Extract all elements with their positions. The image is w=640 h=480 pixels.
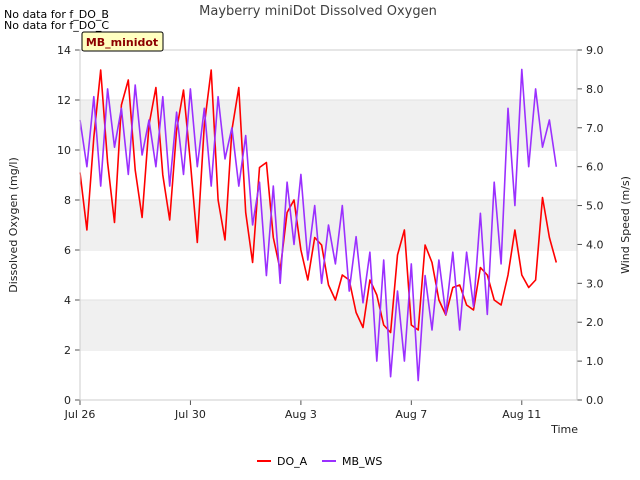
right-tick-label: 7.0 xyxy=(586,122,604,135)
left-tick-label: 8 xyxy=(64,194,71,207)
left-tick-label: 0 xyxy=(64,394,71,407)
right-tick-label: 8.0 xyxy=(586,83,604,96)
right-tick-label: 6.0 xyxy=(586,161,604,174)
site-badge-label: MB_minidot xyxy=(86,36,158,49)
x-axis-ticks: Jul 26 Jul 30 Aug 3 Aug 7 Aug 11 xyxy=(64,400,541,421)
x-tick-label: Jul 26 xyxy=(64,408,96,421)
left-tick-label: 10 xyxy=(57,144,71,157)
no-data-note-1: No data for f_DO_B xyxy=(4,8,109,21)
chart-title: Mayberry miniDot Dissolved Oxygen xyxy=(199,4,437,19)
grid-band xyxy=(80,300,577,350)
right-axis-ticks: 0.0 1.0 2.0 3.0 4.0 5.0 6.0 7.0 8.0 9.0 xyxy=(577,44,604,407)
left-tick-label: 4 xyxy=(64,294,71,307)
x-tick-label: Jul 30 xyxy=(174,408,206,421)
right-tick-label: 5.0 xyxy=(586,200,604,213)
left-axis-ticks: 0 2 4 6 8 10 12 14 xyxy=(57,44,80,407)
left-axis-label: Dissolved Oxygen (mg/l) xyxy=(7,157,20,292)
grid-band xyxy=(80,100,577,150)
left-tick-label: 6 xyxy=(64,244,71,257)
plot-frame xyxy=(79,49,578,401)
series-lines xyxy=(79,68,558,382)
right-tick-label: 9.0 xyxy=(586,44,604,57)
grid-bands xyxy=(80,49,577,351)
x-axis-label: Time xyxy=(550,423,578,436)
left-tick-label: 12 xyxy=(57,94,71,107)
right-axis-label: Wind Speed (m/s) xyxy=(619,176,632,274)
legend-label-do-a: DO_A xyxy=(277,455,308,468)
right-tick-label: 3.0 xyxy=(586,277,604,290)
left-tick-label: 2 xyxy=(64,344,71,357)
x-tick-label: Aug 11 xyxy=(502,408,541,421)
x-tick-label: Aug 3 xyxy=(285,408,317,421)
site-badge-box xyxy=(81,31,164,52)
legend: DO_A MB_WS xyxy=(257,455,382,468)
x-tick-label: Aug 7 xyxy=(395,408,427,421)
legend-label-mb-ws: MB_WS xyxy=(342,455,382,468)
left-tick-label: 14 xyxy=(57,44,71,57)
no-data-note-2: No data for f_DO_C xyxy=(4,19,109,32)
right-tick-label: 1.0 xyxy=(586,355,604,368)
right-tick-label: 0.0 xyxy=(586,394,604,407)
site-badge: MB_minidot xyxy=(81,31,164,52)
right-tick-label: 4.0 xyxy=(586,238,604,251)
right-tick-label: 2.0 xyxy=(586,316,604,329)
series-line-mb-ws xyxy=(79,68,558,382)
